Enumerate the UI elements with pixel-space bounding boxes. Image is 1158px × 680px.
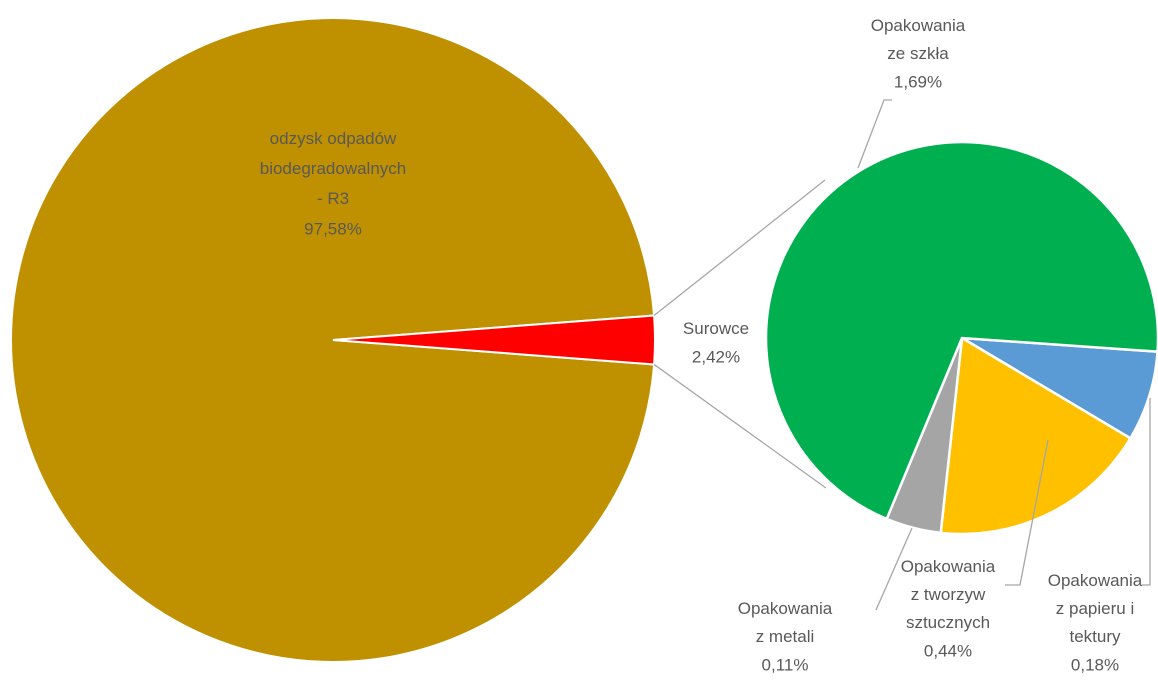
pie-slice (764, 140, 1158, 521)
leader-line (875, 527, 913, 611)
data-label-name: Opakowania z metali (738, 599, 833, 646)
data-label-value: 0,18% (1071, 655, 1119, 674)
data-label-value: 0,44% (924, 641, 972, 660)
data-label-value: 2,42% (692, 347, 740, 366)
pie-slice (332, 314, 656, 366)
data-label-value: 97,58% (304, 219, 362, 238)
leader-line (1142, 398, 1151, 586)
data-label-name: Surowce (683, 319, 749, 338)
data-label-value: 1,69% (894, 72, 942, 91)
leader-line (1005, 439, 1049, 586)
connector (653, 363, 827, 489)
data-label-name: Opakowania ze szkła (871, 16, 966, 63)
data-label-name: odzysk odpadów biodegradowalnych - R3 (260, 129, 407, 208)
leader-line (857, 99, 892, 169)
connector (653, 179, 826, 317)
data-label-name: Opakowania z papieru i tektury (1048, 571, 1143, 646)
data-label-value: 0,11% (762, 655, 809, 674)
data-label-name: Opakowania z tworzyw sztucznych (901, 557, 996, 632)
pie-slice (10, 17, 656, 663)
pie-slice (939, 335, 1133, 536)
